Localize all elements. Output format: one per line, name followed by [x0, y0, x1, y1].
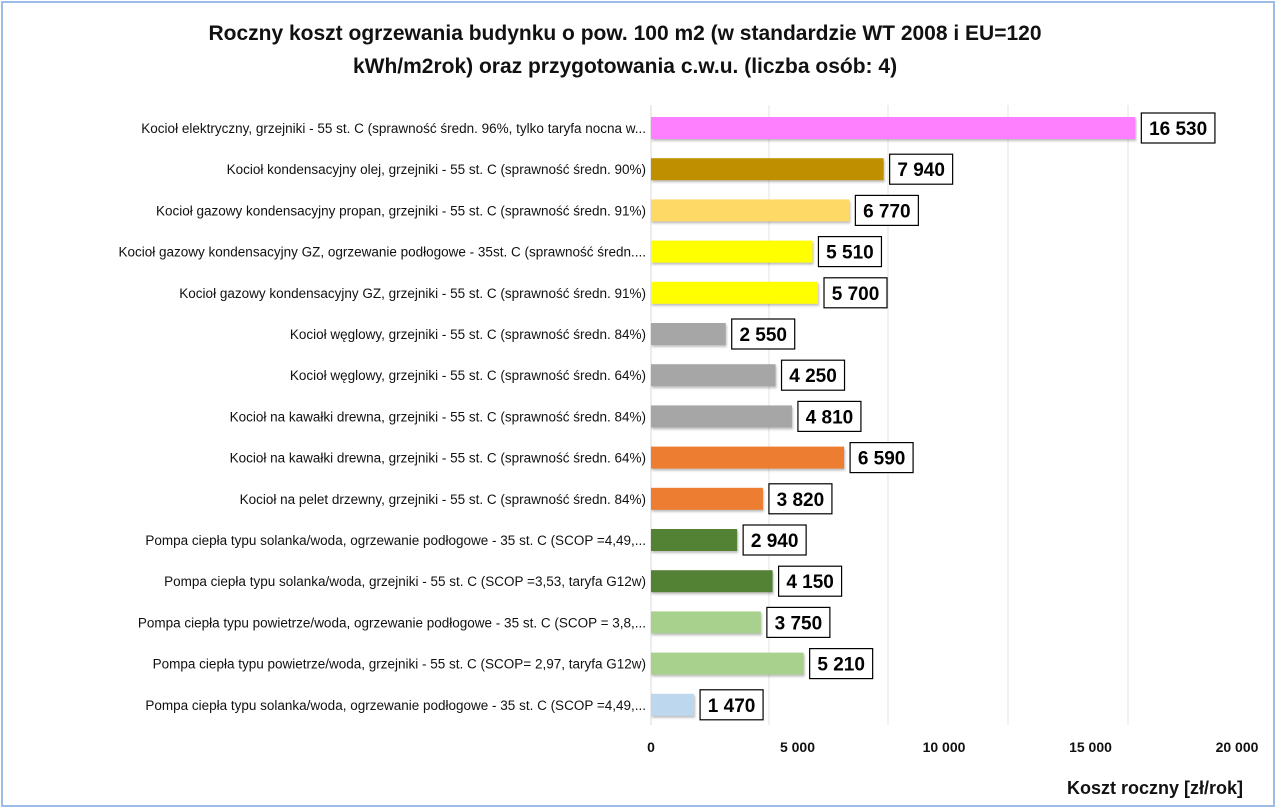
data-label: 3 820 [777, 490, 825, 511]
data-label: 7 940 [897, 160, 945, 181]
category-label: Kocioł gazowy kondensacyjny GZ, ogrzewan… [118, 245, 646, 260]
category-label: Kocioł węglowy, grzejniki - 55 st. C (sp… [290, 368, 646, 383]
x-tick-label: 10 000 [923, 739, 966, 755]
category-label: Kocioł gazowy kondensacyjny GZ, grzejnik… [179, 286, 646, 301]
bar [651, 364, 776, 387]
bar [651, 570, 773, 593]
data-label: 16 530 [1149, 119, 1207, 140]
x-axis-title: Koszt roczny [zł/rok] [1067, 778, 1243, 798]
data-label-box [742, 524, 807, 556]
x-tick-label: 5 000 [780, 739, 815, 755]
bar [651, 199, 850, 222]
bar [651, 693, 695, 716]
bar [651, 281, 819, 304]
data-label-box [766, 606, 831, 639]
bar [651, 611, 761, 634]
bar [651, 446, 845, 469]
category-label: Kocioł gazowy kondensacyjny propan, grze… [156, 203, 646, 218]
data-label: 3 750 [775, 613, 823, 634]
data-label: 2 550 [739, 325, 787, 346]
bar [651, 117, 1136, 139]
data-label-box [731, 318, 796, 350]
bar [651, 405, 792, 428]
data-label-box [768, 483, 833, 515]
category-label: Kocioł elektryczny, grzejniki - 55 st. C… [141, 121, 646, 136]
category-label: Pompa ciepła typu solanka/woda, ogrzewan… [145, 533, 646, 548]
category-label: Pompa ciepła typu solanka/woda, grzejnik… [164, 574, 646, 589]
category-label: Pompa ciepła typu powietrze/woda, ogrzew… [138, 615, 646, 630]
data-label: 5 210 [817, 655, 865, 676]
category-label: Pompa ciepła typu solanka/woda, ogrzewan… [145, 698, 646, 713]
data-label: 4 150 [786, 572, 834, 593]
category-label: Kocioł kondensacyjny olej, grzejniki - 5… [227, 162, 646, 177]
data-label: 5 700 [832, 284, 880, 305]
bar [651, 240, 813, 263]
data-label-box [849, 442, 914, 474]
data-label: 6 590 [858, 449, 906, 470]
data-label: 2 940 [751, 531, 799, 552]
bar [651, 158, 884, 181]
category-label: Pompa ciepła typu powietrze/woda, grzejn… [153, 657, 646, 672]
data-label: 4 250 [789, 366, 837, 387]
data-label-box [889, 153, 954, 185]
category-label: Kocioł na kawałki drewna, grzejniki - 55… [230, 409, 646, 424]
bar [651, 323, 726, 345]
data-label-box [854, 194, 919, 226]
data-label-box [797, 400, 862, 432]
x-tick-label: 20 000 [1216, 739, 1259, 755]
data-label: 1 470 [708, 696, 756, 717]
data-label-box [823, 277, 888, 309]
data-label-box [777, 565, 843, 597]
bar [651, 529, 738, 551]
chart-title-line2: kWh/m2rok) oraz przygotowania c.w.u. (li… [352, 55, 898, 78]
data-label-box [809, 647, 874, 680]
data-label-box [1140, 112, 1216, 144]
data-label: 6 770 [863, 201, 911, 222]
data-label: 4 810 [806, 407, 854, 428]
bar [651, 487, 763, 510]
data-label-box [699, 689, 764, 721]
category-label: Kocioł na pelet drzewny, grzejniki - 55 … [240, 492, 646, 507]
x-tick-label: 0 [647, 739, 655, 755]
data-label-box [817, 236, 883, 268]
chart-title-line1: Roczny koszt ogrzewania budynku o pow. 1… [208, 22, 1042, 45]
data-label-box [780, 359, 846, 391]
category-label: Kocioł na kawałki drewna, grzejniki - 55… [230, 451, 646, 466]
bar [651, 652, 804, 675]
x-tick-label: 15 000 [1069, 739, 1112, 755]
category-label: Kocioł węglowy, grzejniki - 55 st. C (sp… [290, 327, 646, 342]
data-label: 5 510 [826, 243, 874, 264]
